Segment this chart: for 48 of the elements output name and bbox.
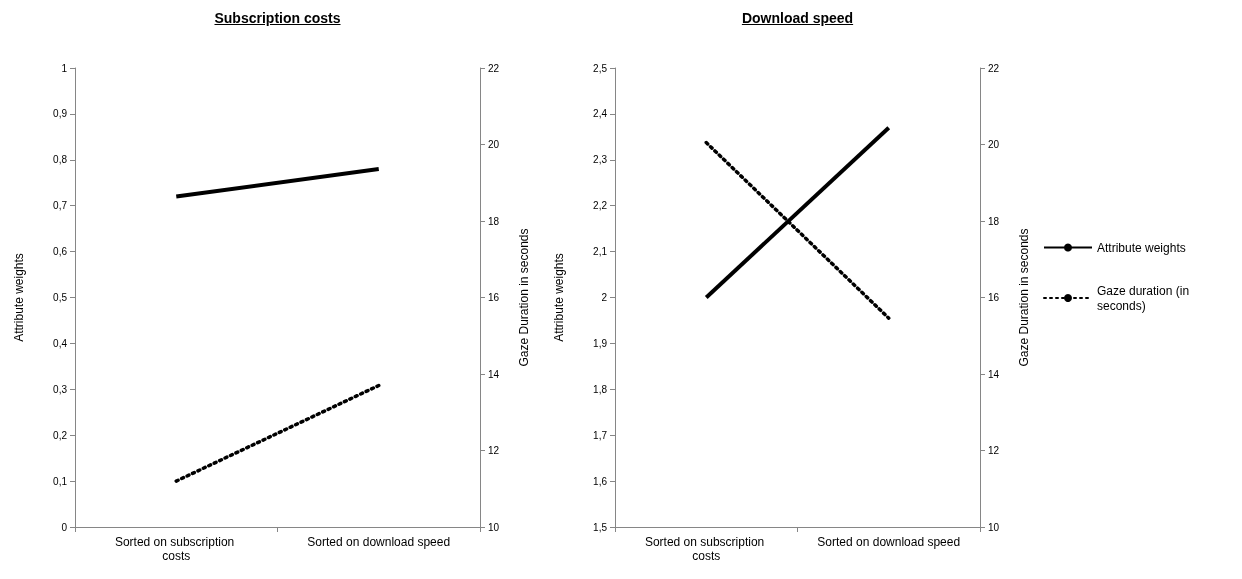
y-tick-label: 2,5 [593, 62, 608, 74]
chart-title: Download speed [741, 10, 854, 26]
y2-tick-label: 22 [988, 62, 1000, 74]
y-tick-label: 1,7 [593, 429, 608, 441]
y2-tick-label: 20 [988, 139, 1000, 150]
y2-tick-label: 10 [488, 521, 500, 533]
y2-axis-title: Gaze Duration in seconds [517, 228, 531, 367]
x-tick-label: Sorted on download speed [307, 535, 451, 549]
y-tick-label: 2,1 [593, 246, 608, 258]
y-tick-label: 0,4 [53, 337, 68, 349]
y2-tick-label: 10 [988, 521, 1000, 533]
y2-tick-label: 12 [988, 445, 1000, 456]
y-tick-label: 2,3 [593, 154, 608, 166]
y2-tick-label: 16 [988, 292, 1000, 303]
y-axis-title: Attribute weights [12, 253, 26, 342]
y-tick-label: 0,8 [53, 154, 68, 166]
y-tick-label: 0,3 [53, 383, 68, 395]
y-tick-label: 1,6 [593, 475, 608, 487]
y2-tick-label: 22 [488, 62, 500, 74]
chart-title: Subscription costs [214, 10, 341, 26]
y-tick-label: 2,2 [593, 200, 608, 212]
y-axis-title: Attribute weights [552, 253, 566, 342]
x-tick-label: Sorted on subscription costs [114, 535, 238, 563]
legend-label: Gaze duration (in seconds) [1097, 283, 1193, 313]
y-tick-label: 1 [61, 62, 68, 74]
y2-tick-label: 18 [988, 215, 1000, 227]
x-tick-label: Sorted on subscription costs [644, 535, 768, 563]
y2-tick-label: 18 [488, 215, 500, 227]
y2-tick-label: 14 [988, 368, 1000, 380]
y2-axis-title: Gaze Duration in seconds [1017, 228, 1031, 367]
y-tick-label: 0 [61, 521, 68, 533]
y-tick-label: 0,2 [53, 429, 68, 441]
y-tick-label: 0,7 [53, 200, 68, 212]
y2-tick-label: 16 [488, 292, 500, 303]
y-tick-label: 0,9 [53, 108, 68, 120]
y2-tick-label: 20 [488, 139, 500, 150]
y2-tick-label: 14 [488, 368, 500, 380]
y-tick-label: 0,5 [53, 292, 68, 303]
x-tick-label: Sorted on download speed [817, 535, 961, 549]
y2-tick-label: 12 [488, 445, 500, 456]
y-tick-label: 2,4 [593, 108, 608, 120]
y-tick-label: 0,6 [53, 246, 68, 258]
y-tick-label: 1,8 [593, 383, 608, 395]
y-tick-label: 0,1 [53, 475, 68, 487]
y-tick-label: 1,5 [593, 521, 608, 533]
y-tick-label: 2 [601, 292, 608, 303]
legend-label: Attribute weights [1097, 240, 1186, 255]
y-tick-label: 1,9 [593, 337, 608, 349]
